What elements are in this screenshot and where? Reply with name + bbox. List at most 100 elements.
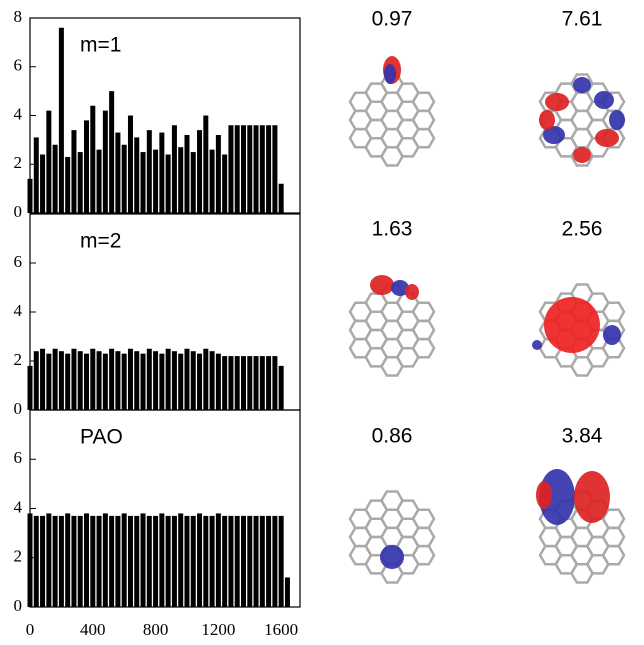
spike — [71, 130, 76, 213]
spike — [71, 349, 76, 410]
spike — [203, 349, 208, 410]
spike — [109, 516, 114, 607]
spike — [65, 157, 70, 213]
molecule — [350, 56, 434, 166]
spike — [216, 354, 221, 410]
axes-box — [30, 18, 300, 213]
spike — [272, 516, 277, 607]
spike — [266, 125, 271, 213]
spike — [147, 349, 152, 410]
spike — [241, 516, 246, 607]
panel-label: m=1 — [80, 34, 121, 57]
y-tick-label: 2 — [14, 547, 23, 566]
spike — [197, 354, 202, 410]
spike — [59, 28, 64, 213]
spike — [84, 120, 89, 213]
spike — [46, 111, 51, 213]
spike — [228, 516, 233, 607]
orbital-lobe — [574, 471, 610, 523]
spike — [122, 513, 127, 607]
spike — [97, 516, 102, 607]
orbital-value: 7.61 — [562, 8, 603, 31]
y-tick-label: 0 — [14, 202, 23, 221]
ring — [413, 339, 434, 357]
spike — [134, 516, 139, 607]
orbital-lobe — [380, 545, 404, 569]
spike — [109, 349, 114, 410]
x-tick-label: 1200 — [201, 620, 235, 639]
spike — [78, 516, 83, 607]
ring — [413, 303, 434, 321]
spike — [134, 137, 139, 213]
spike — [222, 155, 227, 214]
orbital-lobe — [539, 110, 555, 130]
orbital-lobe — [405, 284, 419, 300]
spike — [40, 155, 45, 214]
spike — [203, 516, 208, 607]
spike — [103, 354, 108, 410]
spike — [40, 349, 45, 410]
ring — [413, 321, 434, 339]
spike — [166, 349, 171, 410]
spike — [159, 513, 164, 607]
spike — [147, 516, 152, 607]
axes-box — [30, 214, 300, 410]
ring — [603, 303, 624, 321]
spike — [247, 516, 252, 607]
spike — [210, 516, 215, 607]
spike — [46, 354, 51, 410]
molecule — [350, 492, 434, 583]
spike — [103, 111, 108, 213]
orbital-lobe — [595, 129, 619, 147]
spike — [103, 513, 108, 607]
spike — [84, 354, 89, 410]
spike — [166, 155, 171, 214]
spike — [266, 516, 271, 607]
spike — [279, 366, 284, 410]
orbital-lobe — [544, 297, 600, 353]
spike — [178, 354, 183, 410]
spike — [122, 145, 127, 213]
x-tick-label: 800 — [143, 620, 169, 639]
spike — [59, 351, 64, 410]
orbital-lobe — [603, 325, 621, 345]
spike — [166, 516, 171, 607]
spike — [34, 137, 39, 213]
molecule — [539, 75, 625, 166]
ring — [603, 528, 624, 546]
panel-label: PAO — [80, 426, 123, 449]
spike — [191, 351, 196, 410]
y-tick-label: 4 — [14, 104, 23, 123]
spike — [53, 349, 58, 410]
y-tick-label: 2 — [14, 153, 23, 172]
spike — [97, 351, 102, 410]
spike — [172, 125, 177, 213]
spike — [184, 349, 189, 410]
spike — [184, 516, 189, 607]
ring — [413, 510, 434, 528]
molecule — [536, 469, 624, 583]
spike — [279, 516, 284, 607]
spike — [197, 130, 202, 213]
spike — [128, 116, 133, 214]
spike — [40, 516, 45, 607]
spike — [178, 513, 183, 607]
spike — [260, 125, 265, 213]
spike — [128, 516, 133, 607]
y-tick-label: 0 — [14, 596, 23, 615]
spike — [210, 351, 215, 410]
spike — [247, 125, 252, 213]
spike — [222, 516, 227, 607]
spike — [122, 354, 127, 410]
molecule — [350, 275, 434, 376]
y-tick-label: 8 — [14, 7, 23, 26]
panel-label: m=2 — [80, 230, 121, 253]
spike — [78, 152, 83, 213]
orbital-value: 1.63 — [372, 218, 413, 241]
y-tick-label: 4 — [14, 497, 23, 516]
spike — [216, 135, 221, 213]
spike — [272, 125, 277, 213]
x-tick-label: 1600 — [264, 620, 298, 639]
orbital-lobe — [594, 91, 614, 109]
spike — [203, 116, 208, 214]
